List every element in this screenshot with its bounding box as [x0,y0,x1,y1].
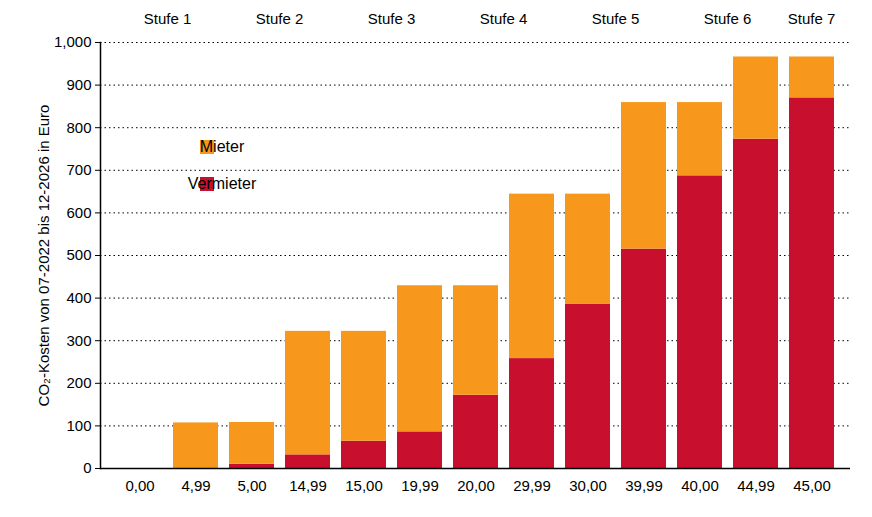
svg-text:1,000: 1,000 [54,33,92,50]
svg-text:Mieter: Mieter [200,138,245,155]
svg-text:100: 100 [66,417,91,434]
svg-text:39,99: 39,99 [625,477,663,494]
svg-text:Stufe 6: Stufe 6 [704,10,752,27]
svg-text:Stufe 3: Stufe 3 [368,10,416,27]
svg-text:30,00: 30,00 [569,477,607,494]
svg-text:29,99: 29,99 [513,477,551,494]
svg-text:15,00: 15,00 [345,477,383,494]
svg-text:14,99: 14,99 [289,477,327,494]
svg-text:44,99: 44,99 [737,477,775,494]
svg-text:20,00: 20,00 [457,477,495,494]
svg-text:0,00: 0,00 [125,477,154,494]
svg-text:19,99: 19,99 [401,477,439,494]
svg-text:Stufe 1: Stufe 1 [144,10,192,27]
svg-text:40,00: 40,00 [681,477,719,494]
svg-text:300: 300 [66,332,91,349]
svg-text:Stufe 2: Stufe 2 [256,10,304,27]
svg-text:Stufe 7: Stufe 7 [788,10,836,27]
svg-text:900: 900 [66,76,91,93]
svg-text:4,99: 4,99 [181,477,210,494]
svg-text:45,00: 45,00 [793,477,831,494]
svg-text:700: 700 [66,161,91,178]
svg-text:Vermieter: Vermieter [188,175,257,192]
svg-text:0: 0 [83,459,91,476]
svg-text:Stufe 4: Stufe 4 [480,10,528,27]
svg-text:5,00: 5,00 [237,477,266,494]
svg-text:200: 200 [66,374,91,391]
svg-text:600: 600 [66,204,91,221]
svg-text:500: 500 [66,246,91,263]
svg-text:800: 800 [66,119,91,136]
svg-text:400: 400 [66,289,91,306]
svg-text:Stufe 5: Stufe 5 [592,10,640,27]
svg-text:CO₂-Kosten von 07-2022 bis 12-: CO₂-Kosten von 07-2022 bis 12-2026 in Eu… [35,105,52,407]
